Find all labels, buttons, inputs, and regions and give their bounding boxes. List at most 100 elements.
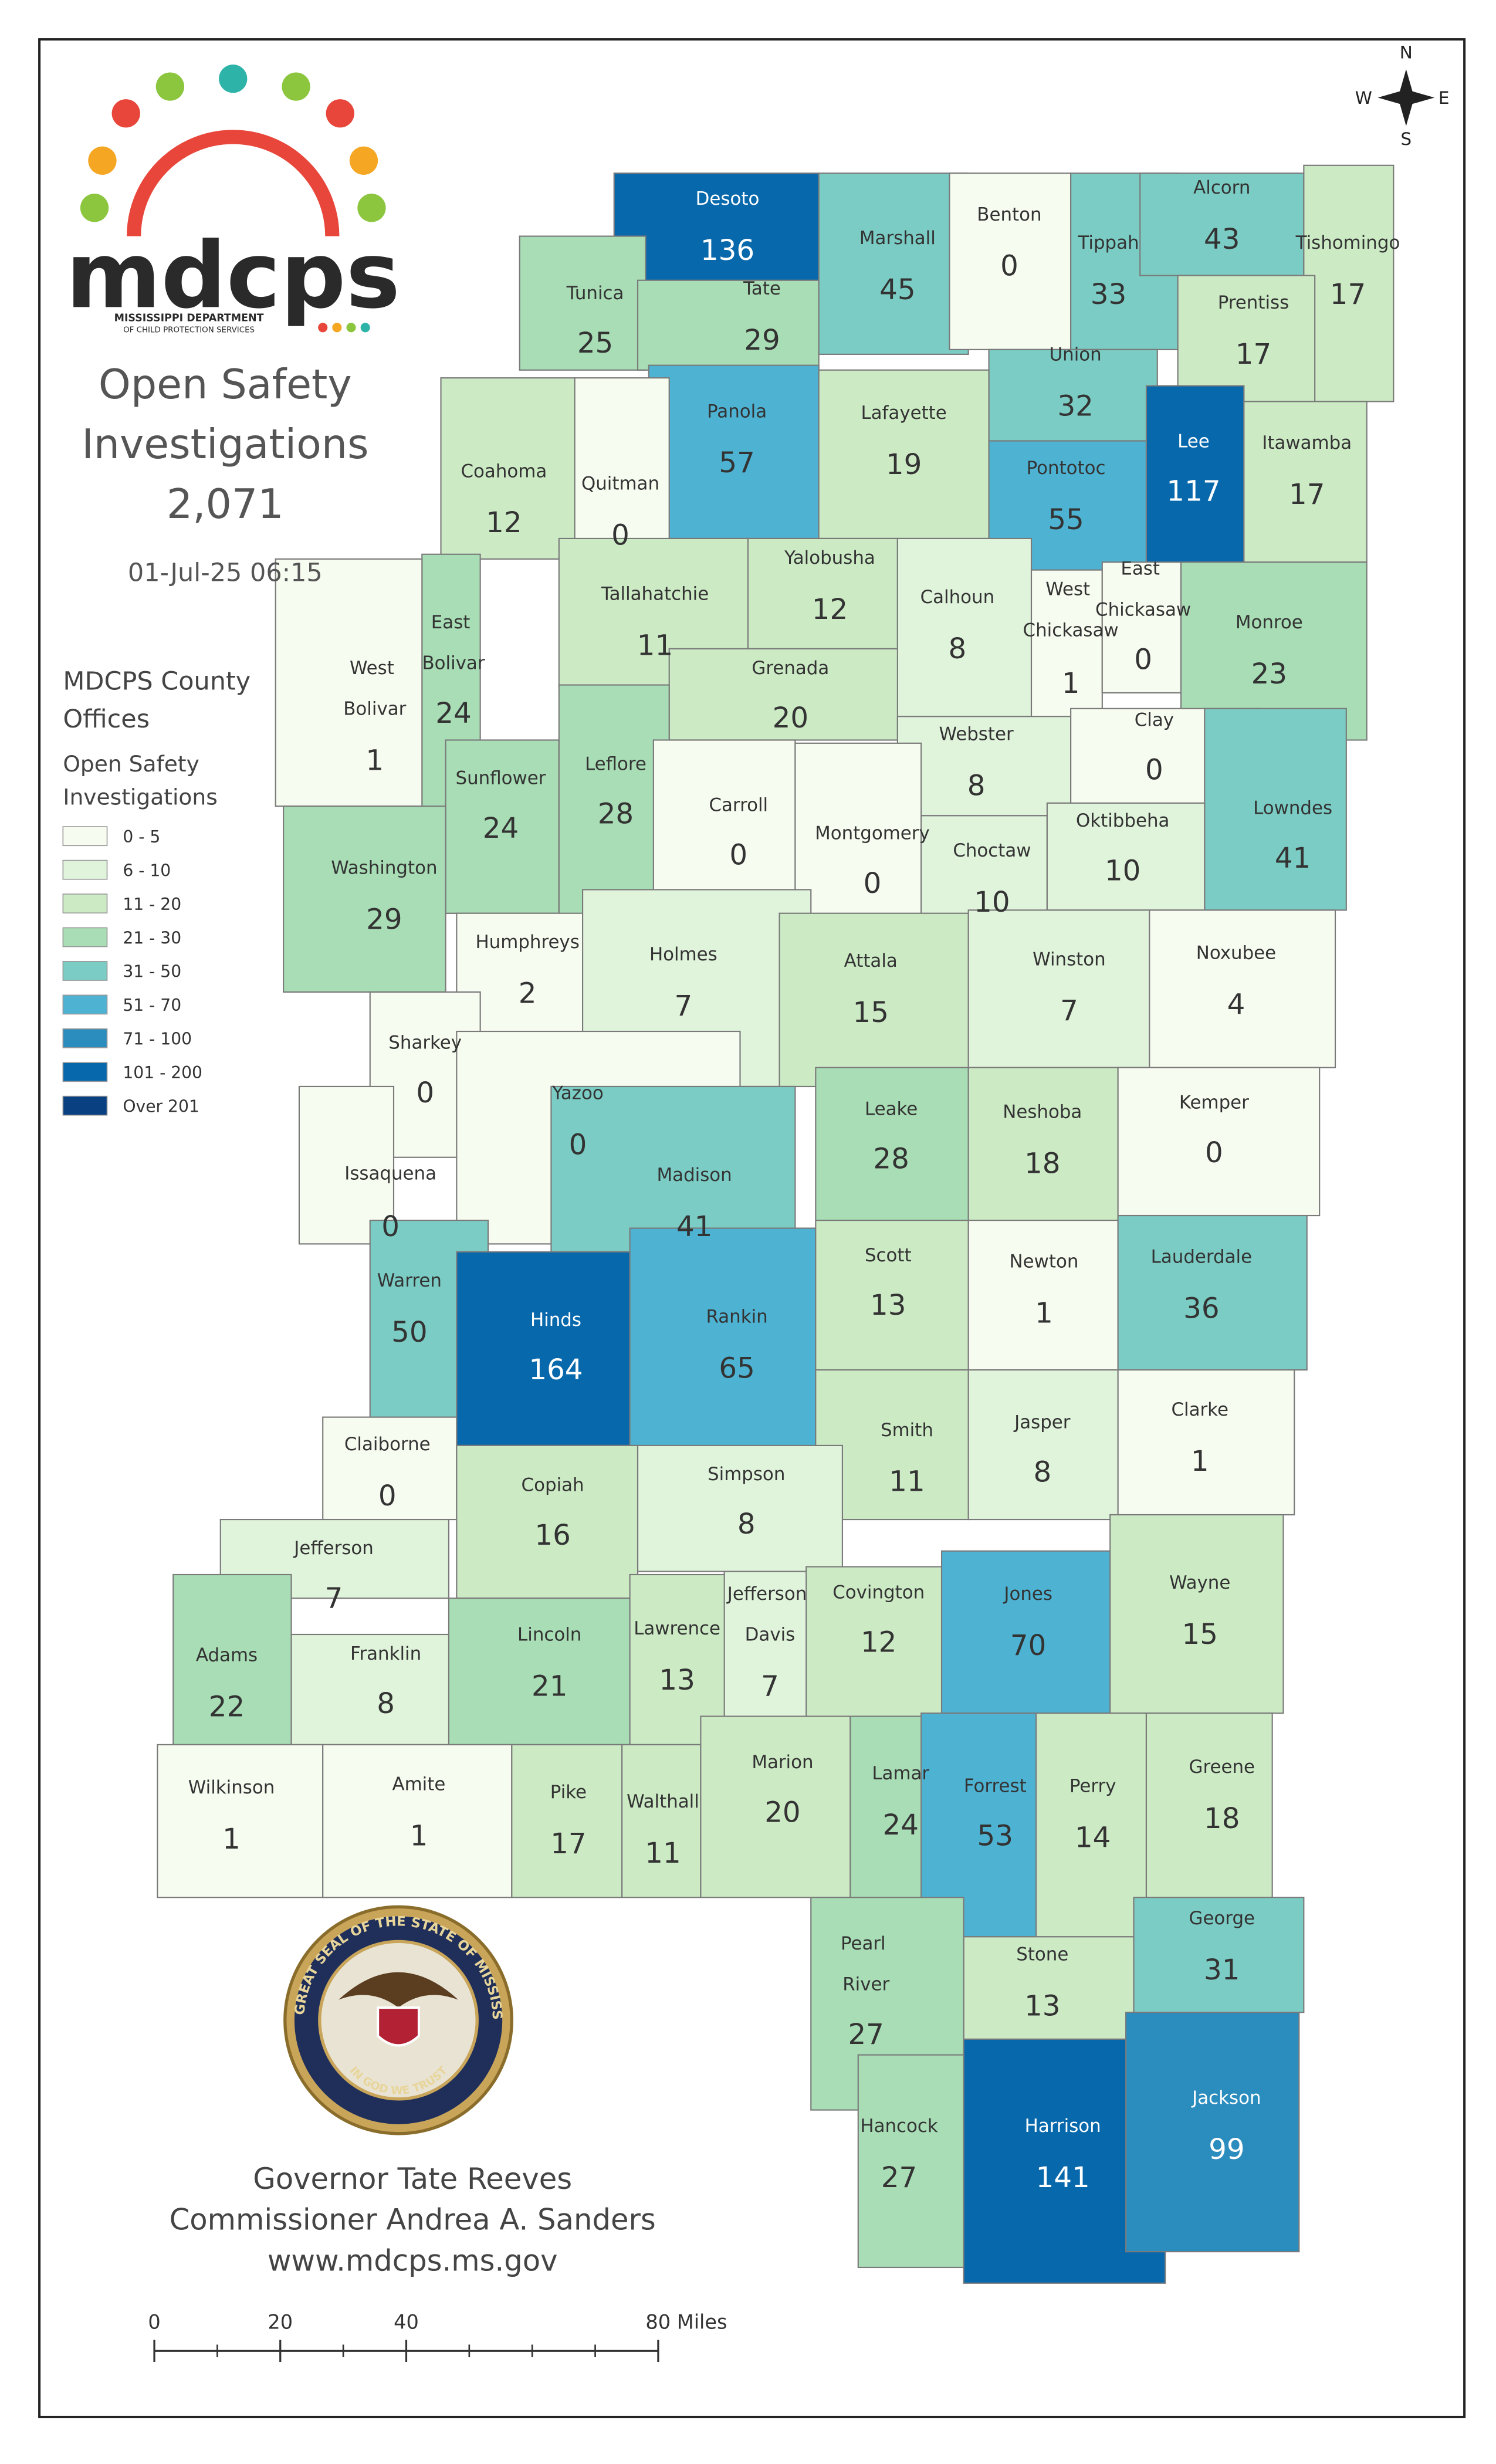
legend-label: 31 - 50 [123, 962, 181, 981]
legend-swatch [62, 893, 108, 913]
county-name: Oktibbeha [1076, 810, 1169, 831]
footer-line: Commissioner Andrea A. Sanders [169, 2204, 656, 2238]
county [448, 1597, 631, 1745]
county-name: Benton [977, 204, 1041, 225]
county-name: Wilkinson [188, 1777, 275, 1798]
county [1204, 708, 1347, 911]
legend-label: 11 - 20 [123, 895, 181, 914]
county-name: Humphreys [475, 932, 579, 953]
county-name: Warren [377, 1270, 442, 1291]
legend-swatch [62, 1062, 108, 1082]
county-count: 29 [744, 324, 780, 357]
county [1101, 561, 1182, 694]
county [1125, 2012, 1300, 2253]
county [1145, 1712, 1273, 1898]
county-name: Itawamba [1262, 432, 1352, 453]
county [779, 912, 969, 1088]
county-count: 0 [416, 1077, 434, 1109]
county-name: Stone [1016, 1944, 1068, 1965]
county-name: Neshoba [1003, 1102, 1082, 1123]
compass-e: E [1439, 88, 1450, 108]
county-name: Leake [865, 1098, 918, 1119]
county-count: 11 [889, 1465, 925, 1498]
legend-swatch [62, 859, 108, 880]
county [668, 648, 898, 741]
county-count: 136 [700, 234, 754, 267]
county-name: Lawrence [634, 1618, 720, 1639]
county-count: 43 [1204, 223, 1240, 256]
logo-figure [80, 194, 109, 222]
county [1117, 1214, 1308, 1371]
county [1139, 172, 1305, 276]
county-count: 41 [676, 1210, 712, 1243]
county-name-line: Chickasaw [1023, 620, 1119, 641]
county-count: 0 [611, 519, 629, 552]
county-count: 11 [637, 629, 673, 662]
county-count: 8 [377, 1687, 395, 1720]
county-name: Lauderdale [1151, 1247, 1252, 1268]
county [519, 235, 647, 371]
county-name: Jefferson Davis [726, 1583, 813, 1646]
compass-w: W [1355, 88, 1372, 108]
county-count: 31 [1204, 1954, 1240, 1986]
county-count: 117 [1166, 475, 1220, 508]
county-count: 141 [1036, 2161, 1090, 2194]
compass-s: S [1400, 129, 1412, 149]
county-name: Yalobusha [784, 547, 875, 568]
legend-swatch [62, 1095, 108, 1116]
county-name: Clarke [1171, 1399, 1228, 1420]
county-count: 33 [1091, 278, 1126, 311]
county-count: 50 [391, 1316, 427, 1349]
county [574, 377, 670, 568]
county [967, 1220, 1119, 1374]
scale-label: 80 Miles [645, 2311, 727, 2334]
county-count: 4 [1227, 988, 1245, 1021]
frame [38, 38, 1466, 2418]
county-count: 36 [1183, 1292, 1219, 1325]
county [275, 558, 423, 807]
county [511, 1744, 623, 1898]
county-count: 0 [381, 1210, 400, 1243]
county-name: Sharkey [388, 1033, 462, 1054]
county [1149, 909, 1336, 1068]
footer-line: Governor Tate Reeves [253, 2163, 573, 2197]
footer-line: www.mdcps.ms.gov [267, 2245, 558, 2279]
county-count: 24 [435, 697, 471, 730]
county [613, 172, 820, 287]
county-count: 0 [1134, 644, 1152, 676]
county-name: Jasper [1013, 1412, 1071, 1433]
county-count: 24 [883, 1809, 919, 1842]
legend-label: 21 - 30 [123, 928, 181, 947]
county-count: 0 [1205, 1136, 1223, 1169]
legend-label: Over 201 [123, 1096, 199, 1116]
county-count: 65 [719, 1352, 754, 1385]
compass-n: N [1400, 42, 1413, 62]
county [805, 1566, 943, 1717]
county [1109, 1514, 1284, 1714]
logo-dot [360, 323, 370, 333]
legend-label: 71 - 100 [123, 1030, 192, 1049]
county-name: Attala [844, 950, 898, 972]
county [896, 716, 1072, 817]
county-count: 7 [1060, 994, 1078, 1027]
scale-label: 20 [268, 2311, 293, 2334]
county-count: 99 [1209, 2133, 1244, 2166]
county-name: Harrison [1025, 2116, 1101, 2137]
legend-label: 51 - 70 [123, 996, 181, 1015]
county [550, 1085, 796, 1253]
county [940, 1550, 1111, 1714]
county-name-line: Davis [745, 1624, 796, 1646]
county [1046, 802, 1206, 911]
county-name: Montgomery [815, 823, 930, 844]
county-name: Tippah [1077, 232, 1139, 253]
county-name: Leflore [585, 753, 647, 774]
logo-subtitle: OF CHILD PROTECTION SERVICES [123, 326, 255, 334]
county-count: 17 [1289, 478, 1325, 511]
county-count: 1 [1191, 1445, 1209, 1478]
county [818, 369, 990, 540]
county-count: 24 [483, 812, 519, 845]
county [621, 1744, 702, 1898]
county [818, 172, 969, 355]
logo-dot [346, 323, 356, 333]
county-name: Alcorn [1193, 177, 1250, 198]
